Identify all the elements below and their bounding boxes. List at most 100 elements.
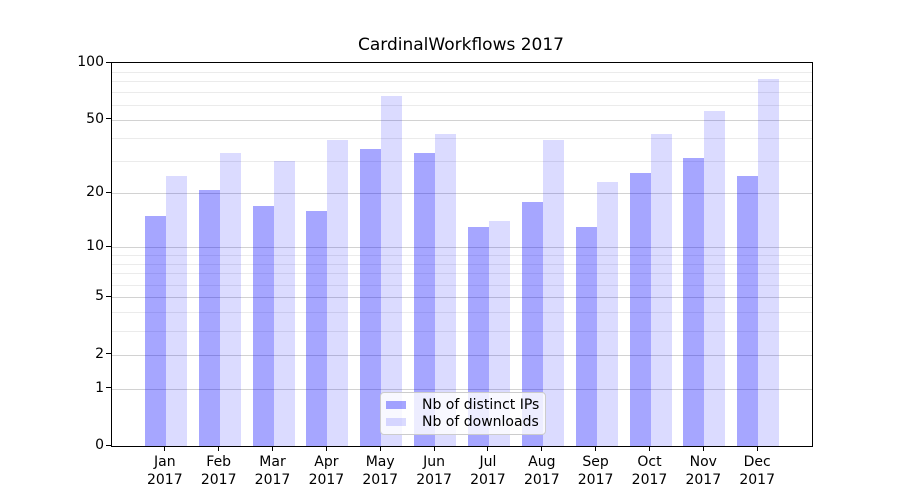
x-tick-month: Sep	[582, 454, 609, 470]
x-tick-mark-jun	[433, 446, 435, 451]
chart-title: CardinalWorkflows 2017	[358, 35, 564, 55]
y-tick-label-0: 0	[95, 437, 104, 453]
bar-distinct-ips-jan	[144, 215, 166, 446]
plot-area	[111, 62, 813, 447]
bar-downloads-dec	[758, 79, 780, 446]
gridline-minor-3	[112, 331, 812, 332]
x-tick-label-apr: Apr 2017	[298, 453, 354, 489]
bar-distinct-ips-dec	[737, 175, 759, 446]
gridline-major-2	[112, 354, 812, 356]
x-tick-year: 2017	[146, 472, 183, 488]
x-tick-mark-aug	[541, 446, 543, 451]
gridline-minor-80	[112, 81, 812, 83]
y-tick-mark-20	[106, 191, 111, 193]
x-tick-mark-apr	[325, 446, 327, 451]
y-tick-mark-50	[106, 118, 111, 120]
x-tick-month: May	[365, 454, 395, 470]
x-tick-year: 2017	[416, 472, 452, 488]
y-tick-label-50: 50	[86, 110, 104, 127]
bar-downloads-aug	[542, 139, 564, 446]
bar-downloads-feb	[219, 153, 241, 446]
y-tick-label-20: 20	[86, 184, 104, 201]
legend-row-distinct-ips: Nb of distinct IPs	[386, 397, 540, 414]
legend-label-distinct-ips: Nb of distinct IPs	[422, 397, 540, 414]
x-tick-mark-sep	[595, 446, 597, 451]
x-tick-year: 2017	[254, 472, 291, 488]
bar-distinct-ips-apr	[306, 210, 328, 446]
bar-distinct-ips-jun	[414, 153, 436, 446]
legend-swatch-downloads	[386, 417, 406, 426]
gridline-minor-40	[112, 137, 812, 139]
bar-distinct-ips-feb	[198, 189, 220, 446]
bar-downloads-nov	[704, 110, 726, 446]
x-tick-label-mar: Mar 2017	[245, 453, 301, 489]
gridline-minor-7	[112, 273, 812, 275]
x-tick-month: Jan	[154, 454, 176, 470]
bar-distinct-ips-sep	[575, 227, 597, 446]
gridline-minor-70	[112, 92, 812, 94]
x-tick-label-jul: Jul 2017	[460, 453, 516, 489]
x-tick-year: 2017	[362, 472, 398, 488]
bar-downloads-jul	[488, 221, 510, 446]
x-tick-year: 2017	[631, 472, 668, 488]
x-tick-label-nov: Nov 2017	[675, 453, 731, 489]
x-tick-mark-oct	[649, 446, 650, 451]
x-tick-label-oct: Oct 2017	[622, 453, 678, 489]
x-tick-month: Apr	[314, 454, 339, 470]
x-tick-label-feb: Feb 2017	[191, 453, 247, 489]
y-tick-label-5: 5	[95, 288, 104, 305]
x-tick-label-may: May 2017	[352, 453, 408, 489]
y-tick-mark-2	[106, 353, 111, 355]
gridline-minor-30	[112, 161, 812, 162]
x-tick-mark-jan	[164, 446, 166, 451]
y-tick-mark-0	[106, 444, 111, 446]
y-tick-label-2: 2	[95, 345, 104, 362]
y-tick-mark-100	[106, 61, 111, 63]
x-tick-mark-mar	[272, 446, 273, 451]
bar-distinct-ips-oct	[629, 172, 651, 446]
bar-downloads-mar	[273, 161, 295, 446]
legend-label-downloads: Nb of downloads	[422, 413, 539, 430]
y-tick-label-1: 1	[95, 379, 104, 396]
bar-distinct-ips-mar	[252, 206, 274, 446]
x-tick-year: 2017	[523, 472, 560, 488]
gridline-major-10	[112, 247, 812, 248]
y-tick-mark-5	[106, 295, 111, 297]
gridline-major-5	[112, 297, 812, 299]
bar-distinct-ips-nov	[683, 158, 705, 446]
bar-distinct-ips-jul	[467, 227, 489, 446]
x-tick-year: 2017	[308, 472, 345, 488]
gridline-minor-9	[112, 254, 812, 256]
x-tick-label-dec: Dec 2017	[729, 453, 785, 489]
gridline-minor-60	[112, 104, 812, 106]
x-tick-label-jun: Jun 2017	[406, 453, 462, 489]
x-tick-month: Jun	[423, 454, 446, 470]
y-tick-label-10: 10	[86, 238, 104, 254]
legend: Nb of distinct IPs Nb of downloads	[380, 392, 546, 435]
y-tick-mark-1	[106, 387, 111, 388]
bar-downloads-jun	[435, 133, 457, 446]
x-tick-mark-may	[379, 446, 381, 451]
gridline-minor-90	[112, 71, 812, 73]
bar-downloads-oct	[650, 133, 672, 446]
x-tick-year: 2017	[200, 472, 237, 488]
x-tick-label-jan: Jan 2017	[137, 453, 193, 489]
x-tick-month: Oct	[637, 454, 662, 470]
x-tick-month: Nov	[689, 454, 717, 470]
legend-swatch-distinct-ips	[386, 401, 406, 410]
bar-distinct-ips-may	[360, 148, 382, 446]
x-tick-month: Aug	[528, 454, 556, 470]
x-tick-year: 2017	[685, 472, 722, 488]
x-tick-month: Mar	[259, 454, 286, 470]
gridline-major-20	[112, 193, 812, 195]
gridline-major-50	[112, 119, 812, 121]
legend-row-downloads: Nb of downloads	[386, 413, 539, 430]
x-tick-month: Jul	[479, 454, 497, 470]
gridline-minor-4	[112, 312, 812, 314]
x-tick-mark-feb	[218, 446, 220, 451]
gridline-major-1	[112, 388, 812, 390]
x-tick-mark-nov	[702, 446, 704, 451]
x-tick-year: 2017	[470, 472, 506, 488]
gridline-minor-8	[112, 263, 812, 265]
